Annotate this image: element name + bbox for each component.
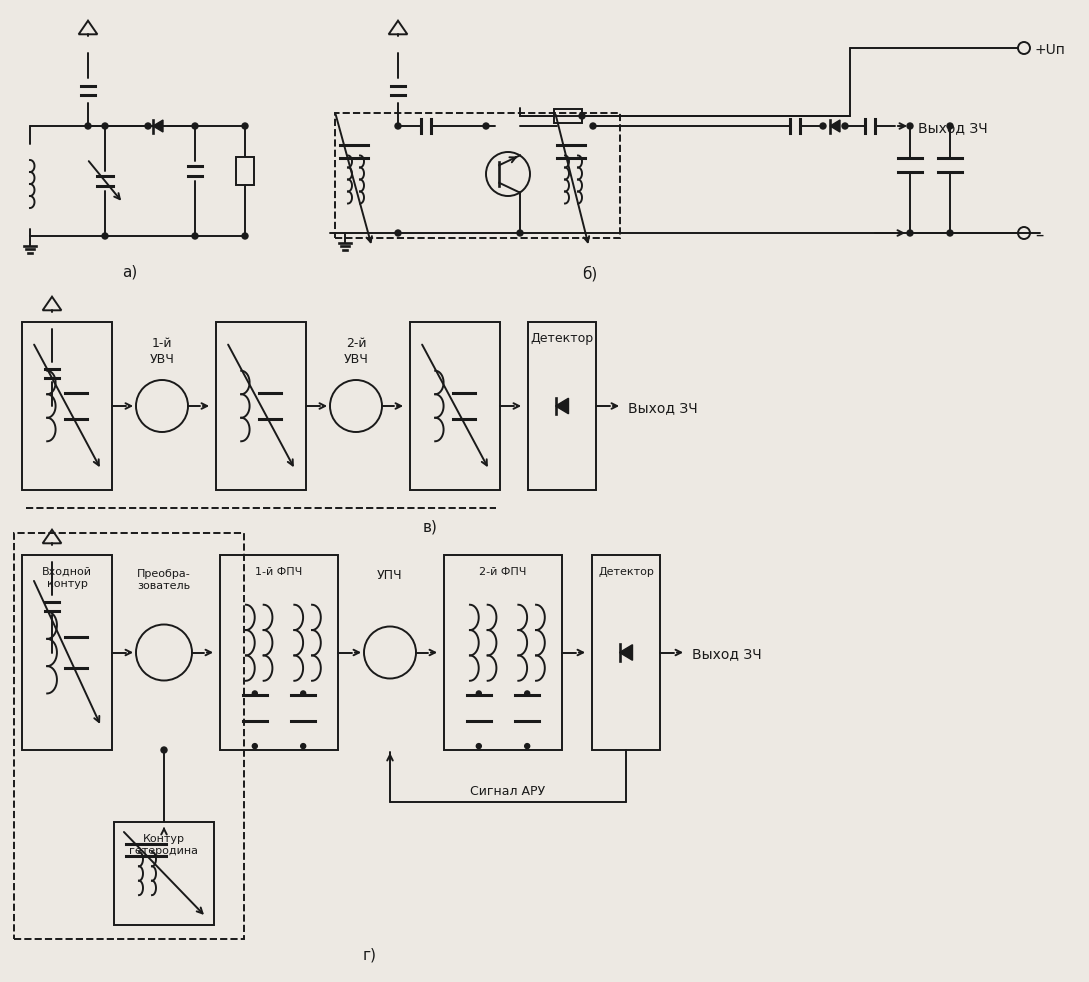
Text: Выход ЗЧ: Выход ЗЧ: [692, 647, 761, 662]
Text: 2-й
УВЧ: 2-й УВЧ: [343, 337, 368, 366]
Text: Контур
гетеродина: Контур гетеродина: [130, 834, 198, 856]
Text: а): а): [122, 264, 137, 279]
Circle shape: [525, 743, 529, 748]
Text: +Uп: +Uп: [1035, 43, 1066, 57]
Bar: [216, 322, 306, 490]
Circle shape: [395, 123, 401, 129]
Circle shape: [842, 123, 848, 129]
Circle shape: [476, 743, 481, 748]
Bar: [335, 113, 620, 238]
Polygon shape: [152, 120, 163, 132]
Circle shape: [145, 123, 151, 129]
Text: б): б): [583, 265, 598, 281]
Circle shape: [301, 743, 306, 748]
Text: –: –: [1035, 226, 1043, 244]
Circle shape: [590, 123, 596, 129]
Circle shape: [85, 123, 91, 129]
Bar: [220, 555, 338, 750]
Text: Детектор: Детектор: [598, 567, 653, 577]
Circle shape: [192, 123, 198, 129]
Circle shape: [242, 123, 248, 129]
Circle shape: [102, 123, 108, 129]
Circle shape: [947, 123, 953, 129]
Circle shape: [517, 230, 523, 236]
Text: в): в): [423, 520, 438, 535]
Circle shape: [476, 691, 481, 696]
Text: г): г): [363, 948, 377, 963]
Text: 1-й
УВЧ: 1-й УВЧ: [149, 337, 174, 366]
Circle shape: [484, 123, 489, 129]
Bar: [409, 322, 500, 490]
Bar: [554, 109, 582, 123]
Circle shape: [161, 747, 167, 753]
Bar: [22, 322, 112, 490]
Circle shape: [253, 691, 257, 696]
Text: 2-й ФПЧ: 2-й ФПЧ: [479, 567, 527, 577]
Circle shape: [301, 691, 306, 696]
Bar: [528, 322, 596, 490]
Polygon shape: [830, 120, 840, 132]
Polygon shape: [620, 645, 633, 660]
Text: 1-й ФПЧ: 1-й ФПЧ: [256, 567, 303, 577]
Circle shape: [242, 233, 248, 239]
Circle shape: [192, 233, 198, 239]
Text: Выход ЗЧ: Выход ЗЧ: [628, 401, 698, 415]
Bar: [236, 157, 254, 185]
Bar: [14, 533, 244, 939]
Circle shape: [253, 743, 257, 748]
Circle shape: [907, 230, 913, 236]
Circle shape: [907, 123, 913, 129]
Bar: [114, 822, 215, 925]
Text: Преобра-
зователь: Преобра- зователь: [137, 569, 191, 591]
Text: Входной
контур: Входной контур: [42, 567, 91, 589]
Circle shape: [820, 123, 825, 129]
Polygon shape: [555, 398, 568, 413]
Text: Детектор: Детектор: [530, 332, 594, 345]
Circle shape: [395, 230, 401, 236]
Circle shape: [579, 113, 585, 119]
Text: Сигнал АРУ: Сигнал АРУ: [470, 785, 546, 798]
Bar: [22, 555, 112, 750]
Bar: [592, 555, 660, 750]
Bar: [444, 555, 562, 750]
Circle shape: [525, 691, 529, 696]
Text: УПЧ: УПЧ: [377, 569, 403, 582]
Circle shape: [102, 233, 108, 239]
Circle shape: [947, 230, 953, 236]
Text: Выход ЗЧ: Выход ЗЧ: [918, 121, 988, 135]
